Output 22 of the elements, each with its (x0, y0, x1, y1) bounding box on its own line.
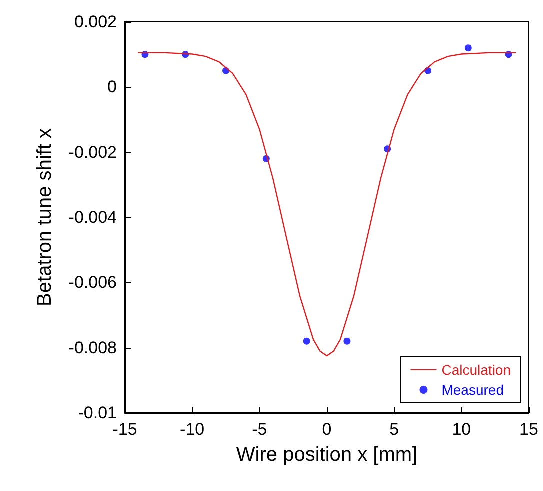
y-tick-label: -0.008 (68, 338, 117, 358)
legend-label: Measured (442, 382, 504, 398)
x-tick-label: -10 (180, 420, 205, 439)
x-tick-label: 15 (520, 420, 538, 439)
y-tick-label: -0.004 (68, 208, 117, 227)
y-tick-label: -0.002 (68, 142, 117, 162)
x-tick-label: 5 (390, 420, 400, 439)
y-tick-label: 0.002 (74, 12, 117, 32)
point (344, 338, 351, 345)
point (464, 44, 472, 52)
y-axis-title: Betatron tune shift x (34, 128, 56, 306)
point (303, 338, 310, 345)
y-tick-label: -0.01 (78, 404, 117, 422)
x-tick-label: -15 (112, 420, 138, 439)
line-series (138, 52, 516, 357)
y-tick-label: -0.006 (68, 273, 117, 292)
x-axis-title: Wire position x [mm] (236, 444, 418, 466)
x-tick-label: 10 (452, 420, 472, 439)
y-tick-label: 0 (108, 78, 117, 97)
x-tick-label: 0 (322, 420, 332, 439)
x-tick-label: -5 (252, 420, 268, 439)
legend-label: Calculation (442, 362, 512, 378)
